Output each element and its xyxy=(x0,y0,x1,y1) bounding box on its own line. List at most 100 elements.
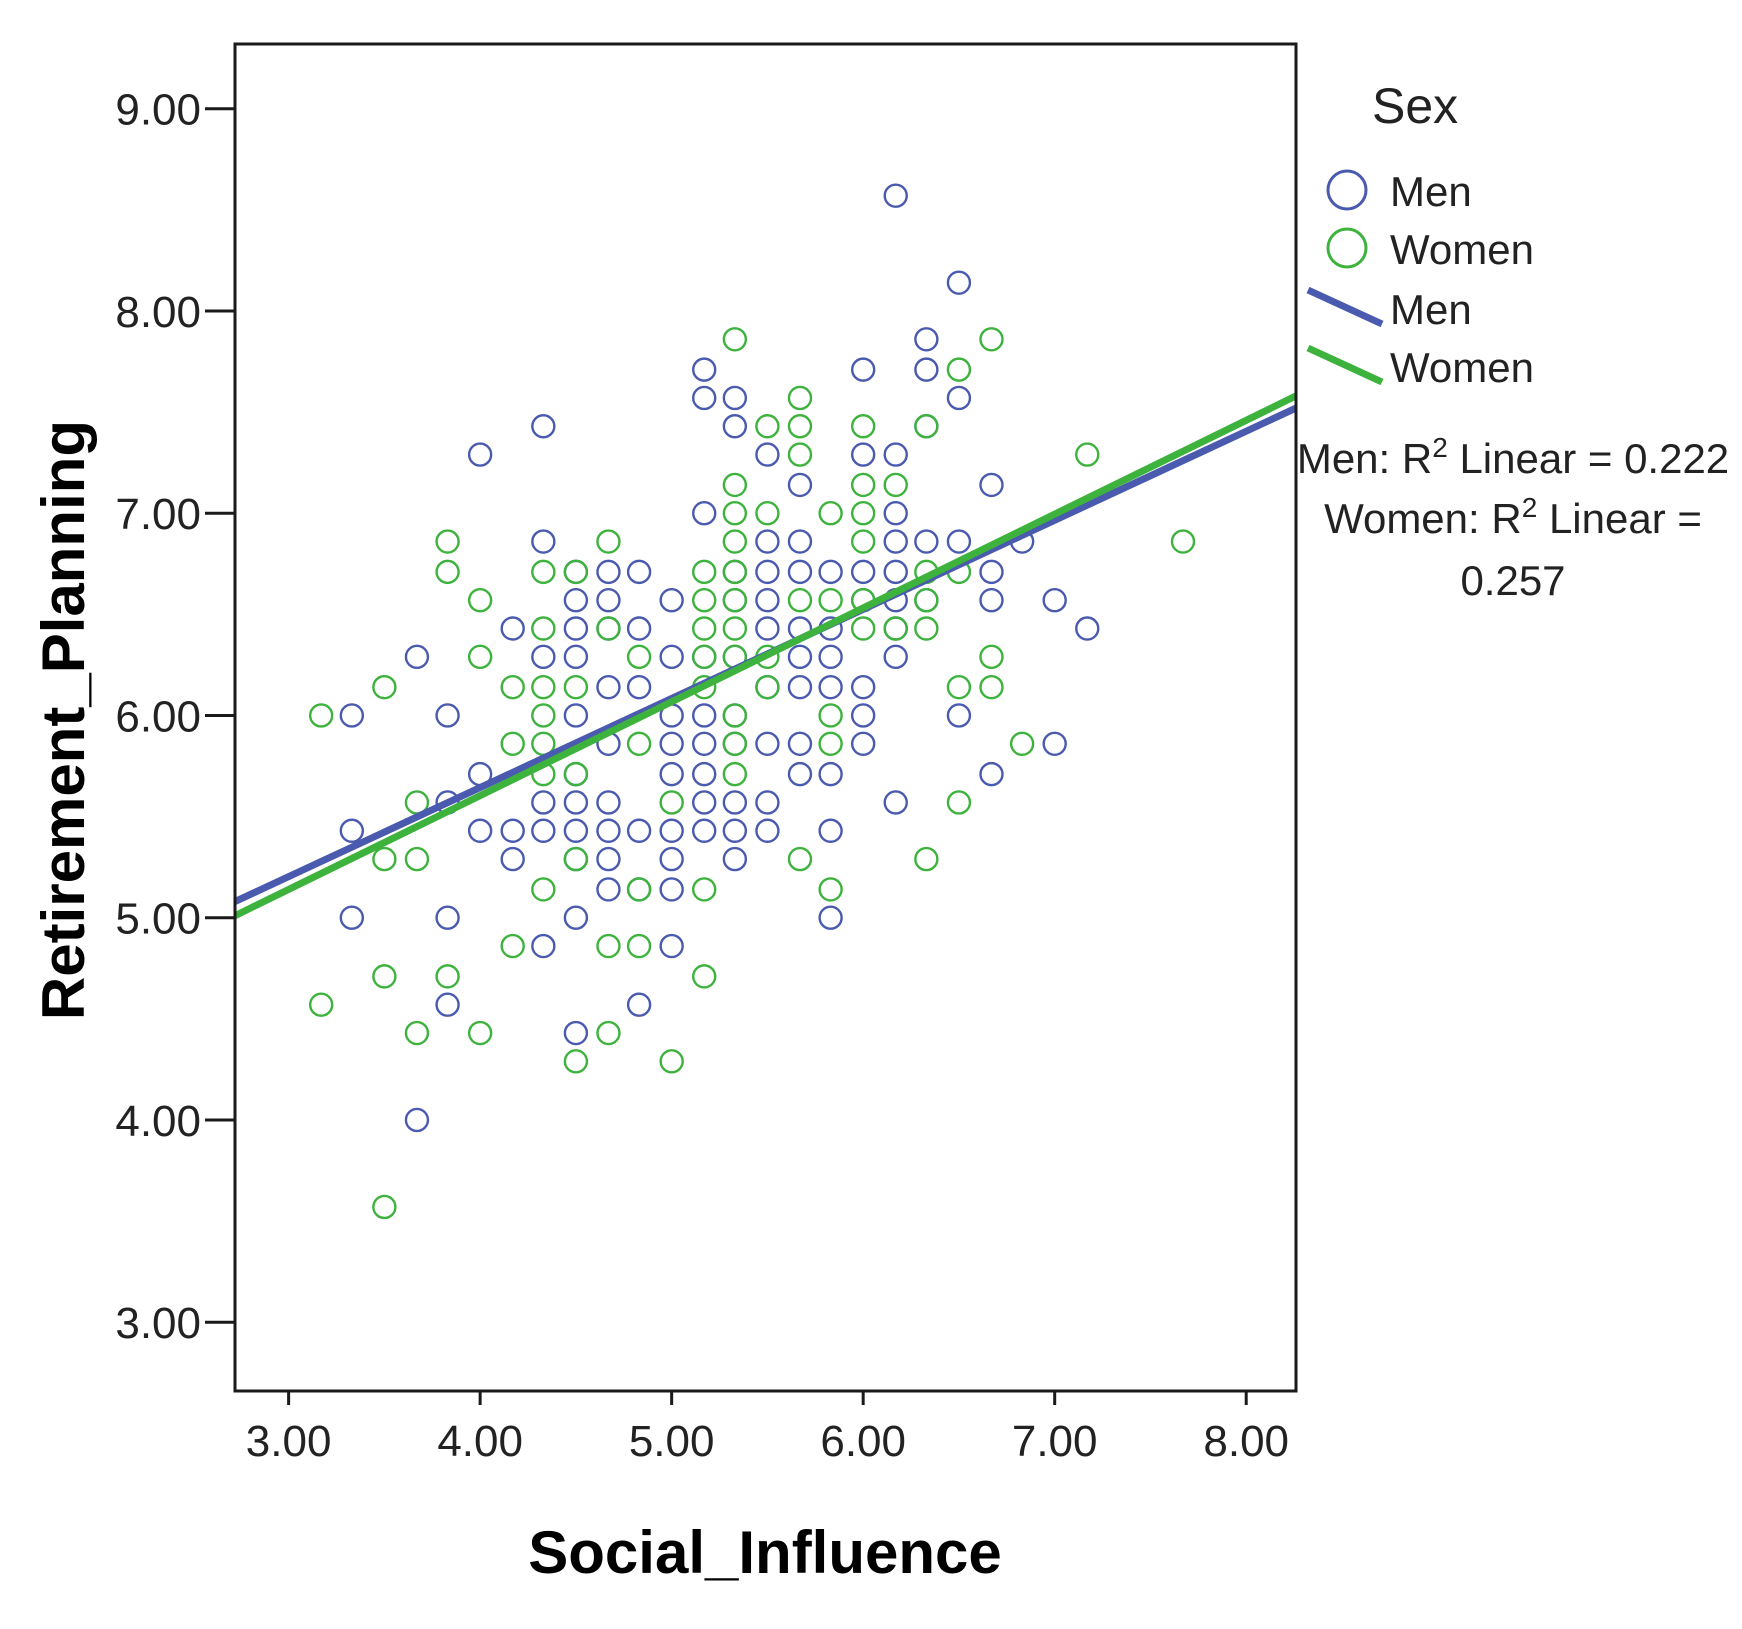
men-point xyxy=(596,559,621,585)
points-layer xyxy=(308,183,1196,1220)
men-point xyxy=(596,818,621,843)
women-point xyxy=(563,674,589,700)
women-point xyxy=(692,587,717,613)
x-axis: 3.00 4.00 5.00 6.00 7.00 8.00 xyxy=(246,1391,1289,1466)
men-point xyxy=(979,472,1004,498)
men-point xyxy=(787,761,813,787)
men-point xyxy=(500,846,525,872)
women-point xyxy=(850,529,876,554)
legend-men-marker-label: Men xyxy=(1390,168,1472,215)
men-point xyxy=(979,761,1004,787)
men-point xyxy=(531,818,556,843)
men-point xyxy=(883,501,908,526)
women-point xyxy=(531,559,556,585)
men-point xyxy=(883,790,908,815)
men-point xyxy=(563,587,589,613)
women-point xyxy=(914,587,939,613)
y-tick-label: 7.00 xyxy=(115,490,201,539)
men-point xyxy=(692,818,717,843)
women-point xyxy=(626,644,652,670)
men-point xyxy=(626,674,652,700)
men-point xyxy=(787,559,813,585)
men-point xyxy=(692,501,717,526)
women-point xyxy=(722,559,748,585)
women-point xyxy=(850,414,876,439)
men-point xyxy=(722,790,748,815)
men-point xyxy=(1042,587,1067,613)
women-point xyxy=(626,877,652,902)
men-point xyxy=(563,644,589,670)
women-point xyxy=(722,327,748,352)
men-point xyxy=(979,587,1004,613)
r2-women-suffix: Linear = xyxy=(1537,495,1702,542)
x-tick-label: 3.00 xyxy=(246,1417,332,1466)
men-point xyxy=(659,644,684,670)
men-point xyxy=(563,818,589,843)
men-point xyxy=(500,616,525,641)
men-point xyxy=(755,559,780,585)
fit-lines-layer xyxy=(233,392,1298,919)
y-tick-label: 9.00 xyxy=(115,86,201,135)
men-point xyxy=(818,644,843,670)
women-point xyxy=(818,731,843,756)
men-point xyxy=(883,559,908,585)
x-tick-label: 5.00 xyxy=(629,1417,715,1466)
women-point xyxy=(1009,731,1035,756)
women-point xyxy=(787,587,813,613)
women-point xyxy=(914,414,939,439)
r2-men-superscript: 2 xyxy=(1432,432,1448,463)
women-point xyxy=(626,933,652,959)
men-point xyxy=(563,1020,589,1046)
men-point xyxy=(659,761,684,787)
women-point xyxy=(818,877,843,902)
men-point xyxy=(467,442,493,467)
men-point xyxy=(531,644,556,670)
men-point xyxy=(596,587,621,613)
women-point xyxy=(467,1020,493,1046)
women-point xyxy=(563,846,589,872)
women-point xyxy=(372,674,397,700)
men-point xyxy=(563,790,589,815)
legend: Sex Men Women Men Women xyxy=(1306,78,1534,391)
men-point xyxy=(755,790,780,815)
men-point xyxy=(755,616,780,641)
women-point xyxy=(850,472,876,498)
x-tick-label: 8.00 xyxy=(1203,1417,1289,1466)
women-point xyxy=(531,616,556,641)
men-point xyxy=(692,703,717,728)
women-point xyxy=(467,587,493,613)
men-point xyxy=(1075,616,1100,641)
men-point xyxy=(692,790,717,815)
men-point xyxy=(626,992,652,1017)
men-point xyxy=(722,846,748,872)
men-point xyxy=(883,529,908,554)
women-point xyxy=(755,501,780,526)
men-point xyxy=(404,1107,430,1133)
women-point xyxy=(531,674,556,700)
r2-men-prefix: Men: R xyxy=(1297,435,1432,482)
women-point xyxy=(818,501,843,526)
women-point xyxy=(692,616,717,641)
men-point xyxy=(563,616,589,641)
women-point xyxy=(946,674,972,700)
women-point xyxy=(404,846,430,872)
men-point xyxy=(946,385,972,411)
women-point xyxy=(308,703,334,728)
women-point xyxy=(692,644,717,670)
men-point xyxy=(563,703,589,728)
men-point xyxy=(531,933,556,959)
women-point xyxy=(755,414,780,439)
men-point xyxy=(339,905,365,930)
r2-women-prefix: Women: R xyxy=(1324,495,1522,542)
women-point xyxy=(946,357,972,382)
men-point xyxy=(339,818,365,843)
women-point xyxy=(979,644,1004,670)
women-point xyxy=(563,559,589,585)
men-point xyxy=(626,559,652,585)
men-point xyxy=(850,357,876,382)
men-point xyxy=(692,357,717,382)
men-point xyxy=(818,761,843,787)
